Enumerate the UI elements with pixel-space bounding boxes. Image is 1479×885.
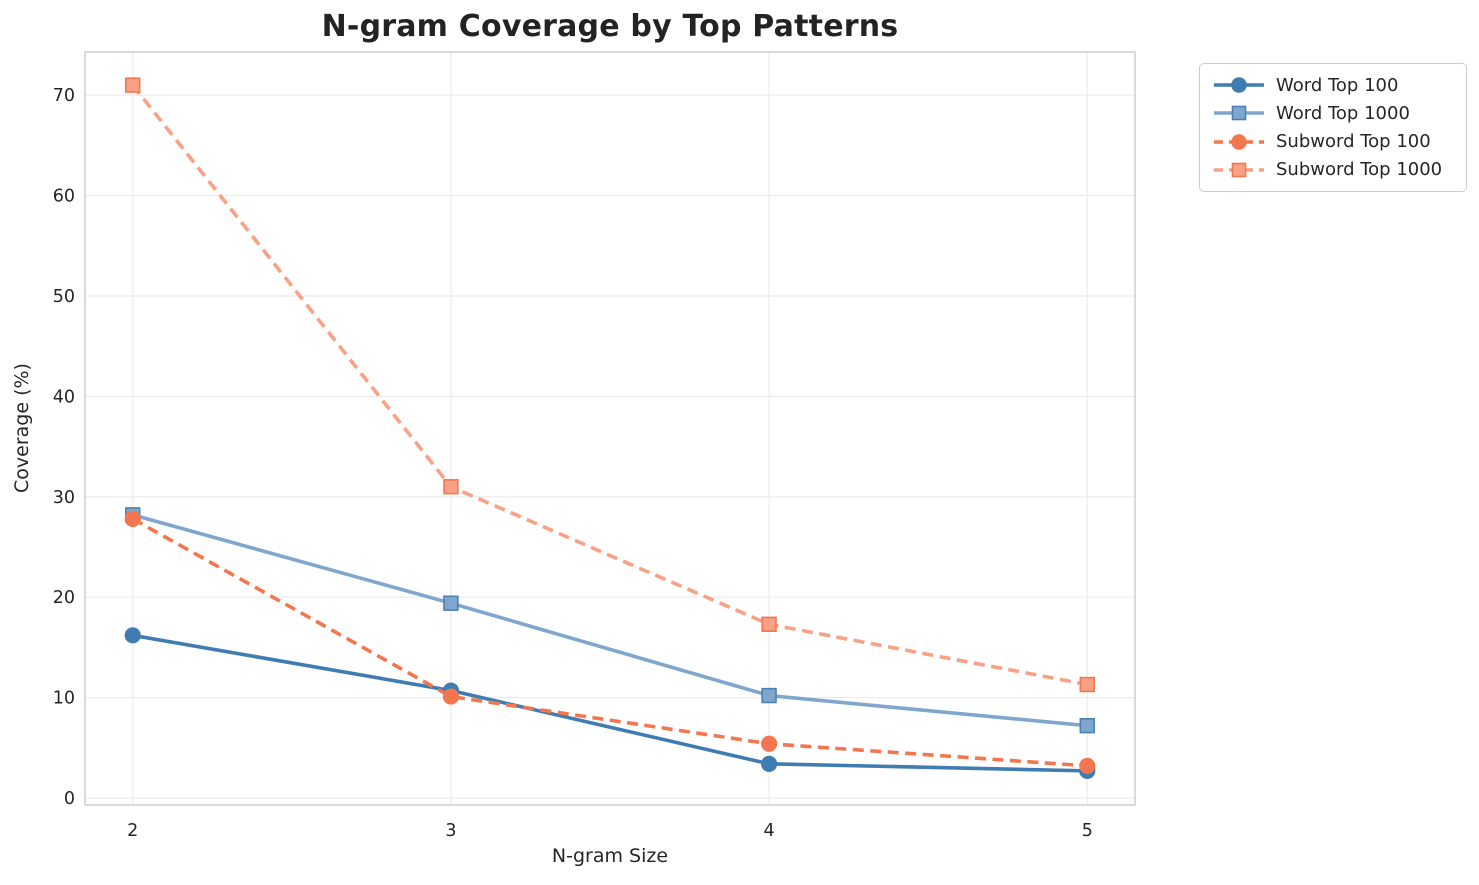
x-tick-label: 5 [1082, 821, 1093, 841]
data-point-marker [760, 755, 778, 772]
series-line [132, 513, 1088, 728]
legend-label: Subword Top 100 [1276, 131, 1431, 153]
legend-label: Word Top 1000 [1276, 102, 1410, 124]
data-point-marker [761, 616, 777, 632]
gridlines [85, 52, 1135, 805]
legend-item-subword-top-100: Subword Top 100 [1213, 128, 1454, 156]
data-point-marker [442, 688, 460, 705]
y-tick-label: 60 [53, 187, 75, 207]
legend-swatch-icon [1214, 77, 1264, 93]
legend-item-word-top-1000: Word Top 1000 [1213, 99, 1454, 127]
series-line [132, 633, 1088, 773]
y-tick-label: 10 [53, 689, 75, 709]
y-tick-label: 0 [64, 789, 75, 809]
series-subword-top-100 [124, 510, 1096, 774]
y-tick-label: 40 [53, 387, 75, 407]
series-line [131, 517, 1088, 768]
y-tick-label: 70 [53, 86, 75, 106]
data-point-marker [1079, 757, 1096, 774]
legend-label: Word Top 100 [1276, 74, 1399, 96]
series-word-top-1000 [125, 507, 1095, 734]
series-line [131, 84, 1088, 687]
legend-swatch-icon [1214, 162, 1264, 178]
chart-title: N-gram Coverage by Top Patterns [321, 9, 899, 44]
data-point-marker [124, 627, 141, 644]
plot-border [84, 51, 1136, 806]
data-point-marker [760, 735, 778, 752]
y-tick-label: 30 [53, 488, 75, 508]
y-axis-label: Coverage (%) [11, 363, 33, 493]
y-tick-label: 20 [53, 588, 75, 608]
series-subword-top-1000 [125, 77, 1095, 693]
legend-swatch-icon [1214, 133, 1264, 150]
legend: Word Top 100 Word Top 1000 Subword Top 1… [1199, 63, 1467, 192]
x-axis-label: N-gram Size [551, 845, 669, 867]
legend-item-subword-top-1000: Subword Top 1000 [1213, 156, 1454, 184]
data-point-marker [761, 687, 777, 704]
x-tick-label: 2 [127, 821, 138, 841]
data-point-marker [124, 510, 141, 527]
data-point-marker [443, 595, 459, 611]
data-point-marker [1079, 717, 1095, 734]
y-tick-label: 50 [53, 287, 75, 307]
data-point-marker [125, 77, 141, 93]
data-point-marker [1079, 676, 1095, 693]
x-tick-label: 3 [445, 821, 456, 841]
x-tick-label: 4 [764, 821, 775, 841]
legend-swatch-icon [1214, 106, 1264, 121]
legend-label: Subword Top 1000 [1276, 159, 1443, 181]
data-point-marker [443, 479, 459, 495]
legend-item-word-top-100: Word Top 100 [1213, 71, 1454, 99]
